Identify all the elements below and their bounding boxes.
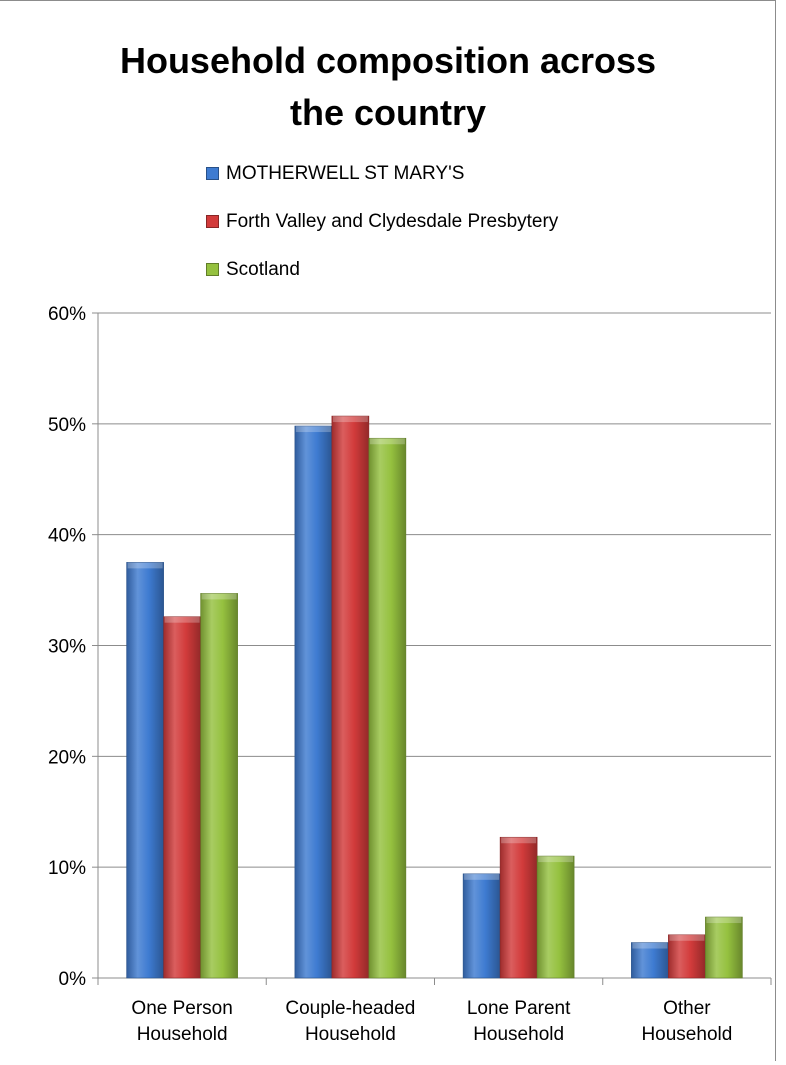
bar-cap-motherwell-st-mary-s-other-household [632, 942, 668, 949]
legend-label-forth-valley: Forth Valley and Clydesdale Presbytery [226, 210, 559, 232]
bar-motherwell-st-mary-s-lone-parent-household [462, 873, 501, 979]
y-tick-label-3: 30% [48, 637, 86, 658]
bar-cap-scotland-other-household [706, 917, 742, 924]
legend-item-motherwell: MOTHERWELL ST MARY'S [206, 161, 558, 186]
x-category-label-one-person-household: One Person Household [131, 998, 232, 1045]
bar-cap-scotland-one-person-household [201, 593, 237, 600]
y-tick-label-2: 20% [48, 747, 86, 768]
bar-scotland-couple-headed-household [368, 437, 407, 979]
y-tick-label-4: 40% [48, 526, 86, 547]
x-category-label-other-household: Other Household [641, 998, 732, 1045]
bar-motherwell-st-mary-s-other-household [631, 942, 669, 979]
y-tick-label-5: 50% [48, 415, 86, 436]
bar-cap-motherwell-st-mary-s-lone-parent-household [464, 873, 500, 880]
bar-forth-valley-and-clydesdale-presbytery-one-person-household [163, 616, 201, 979]
bar-cap-motherwell-st-mary-s-one-person-household [127, 562, 163, 569]
bar-forth-valley-and-clydesdale-presbytery-lone-parent-household [499, 836, 538, 979]
legend-item-forth-valley: Forth Valley and Clydesdale Presbytery [206, 209, 558, 234]
bar-motherwell-st-mary-s-one-person-household [126, 562, 164, 979]
bar-motherwell-st-mary-s-couple-headed-household [294, 425, 333, 979]
bar-scotland-other-household [705, 916, 743, 979]
chart-title-line-1: Household composition across [119, 40, 657, 81]
bar-forth-valley-and-clydesdale-presbytery-other-household [668, 934, 706, 979]
bar-forth-valley-and-clydesdale-presbytery-couple-headed-household [331, 415, 370, 979]
y-tick-label-0: 0% [59, 969, 87, 990]
x-category-label-couple-headed-household: Couple-headed Household [285, 998, 415, 1045]
bar-scotland-lone-parent-household [536, 855, 575, 979]
legend-label-scotland: Scotland [226, 258, 300, 280]
legend-swatch-forth-valley [206, 215, 219, 228]
x-category-label-lone-parent-household: Lone Parent Household [467, 998, 571, 1045]
legend-label-motherwell: MOTHERWELL ST MARY'S [226, 162, 465, 184]
bar-cap-forth-valley-and-clydesdale-presbytery-couple-headed-household [332, 416, 368, 423]
bar-cap-forth-valley-and-clydesdale-presbytery-other-household [669, 934, 705, 941]
legend-swatch-motherwell [206, 167, 219, 180]
legend-swatch-scotland [206, 263, 219, 276]
chart-title-line-2: the country [289, 92, 486, 133]
bar-cap-forth-valley-and-clydesdale-presbytery-one-person-household [164, 616, 200, 623]
y-tick-label-1: 10% [48, 858, 86, 879]
chart-title: Household composition across the country [0, 35, 776, 139]
bar-cap-motherwell-st-mary-s-couple-headed-household [295, 426, 331, 433]
bar-scotland-one-person-household [200, 593, 238, 979]
bar-cap-scotland-couple-headed-household [369, 438, 405, 445]
bar-cap-scotland-lone-parent-household [538, 856, 574, 863]
y-tick-label-6: 60% [48, 304, 86, 325]
chart-legend: MOTHERWELL ST MARY'S Forth Valley and Cl… [206, 161, 558, 305]
bar-cap-forth-valley-and-clydesdale-presbytery-lone-parent-household [501, 837, 537, 844]
legend-item-scotland: Scotland [206, 257, 558, 282]
